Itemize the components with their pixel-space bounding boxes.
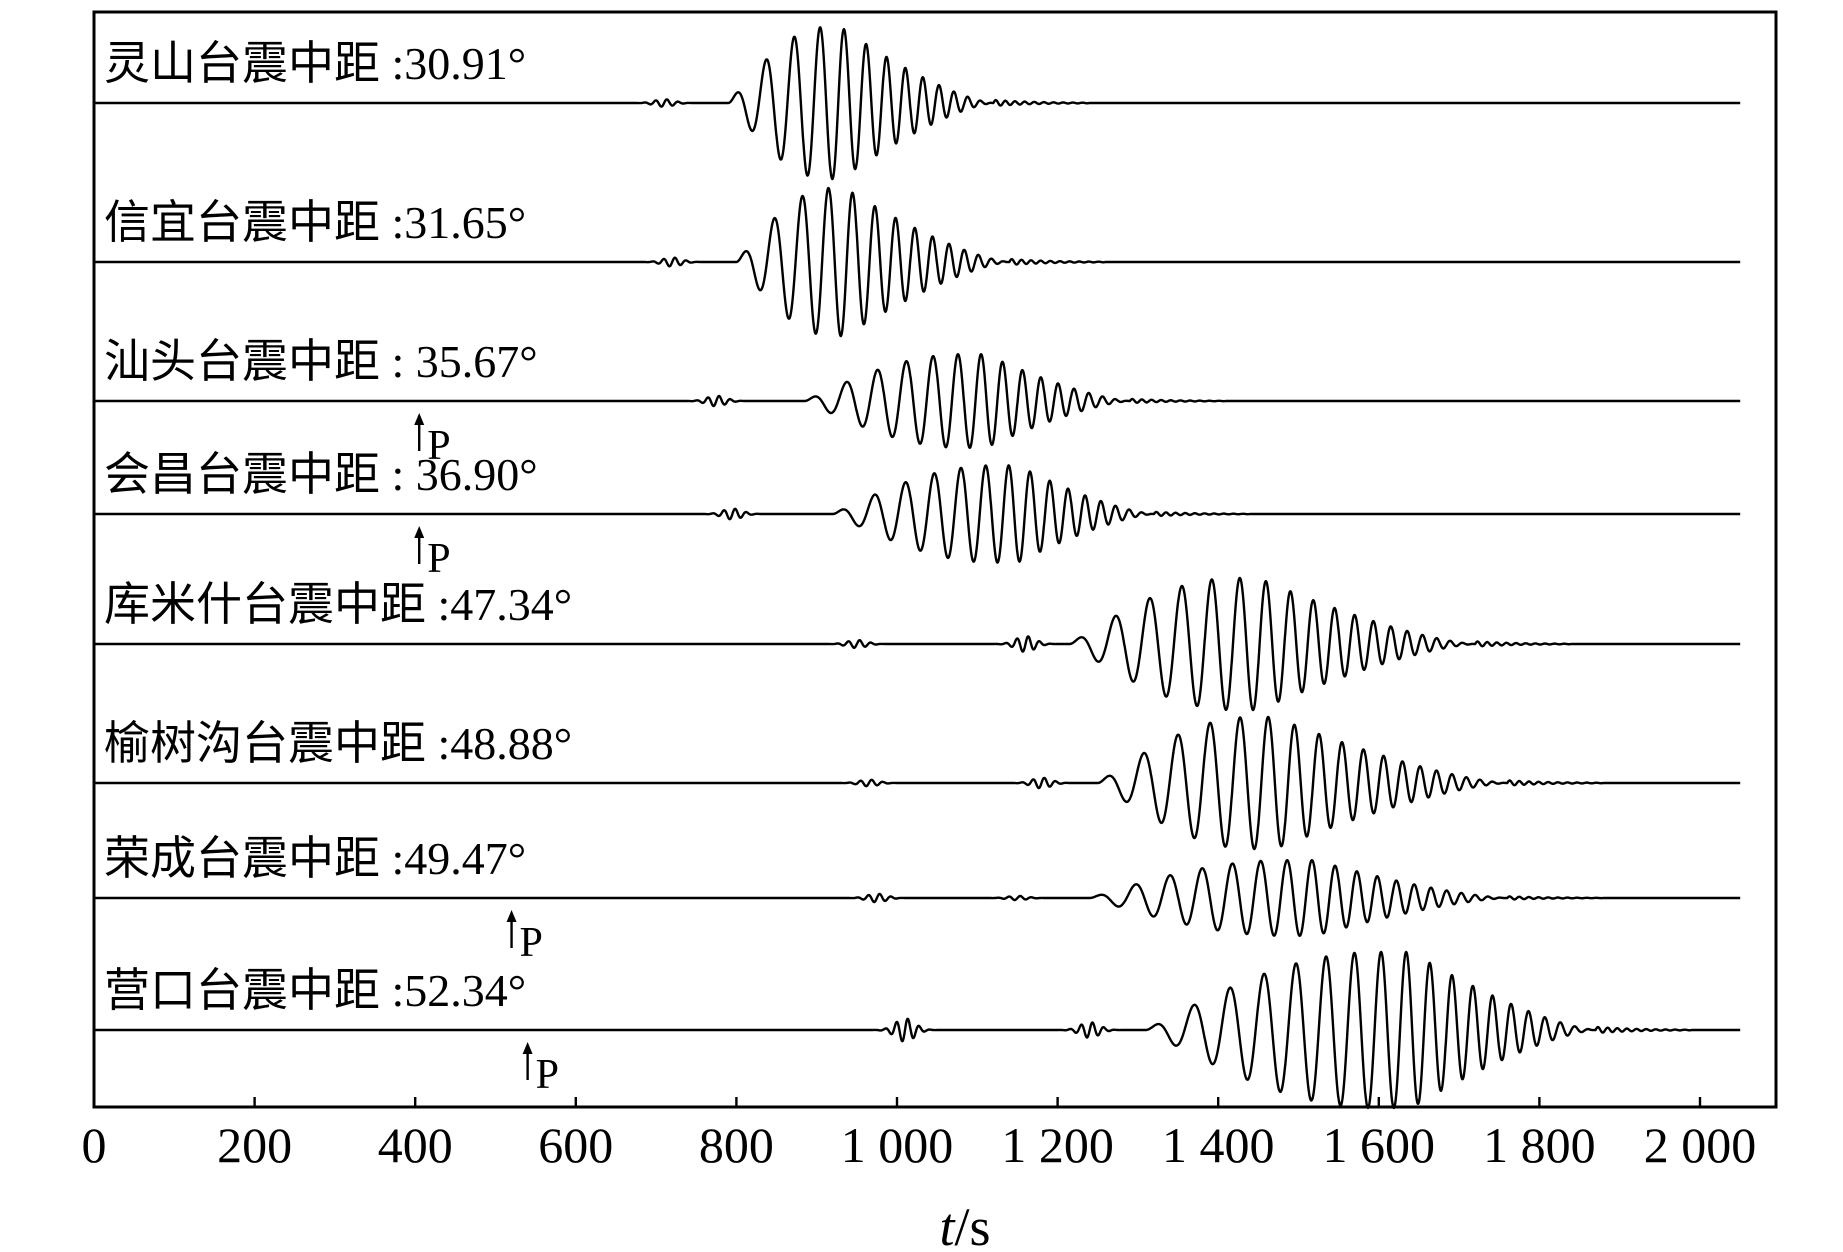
p-arrowhead-4 <box>414 526 425 538</box>
trace-label-2: 信宜台震中距 :31.65° <box>104 197 526 248</box>
x-tick-label-1800: 1 800 <box>1483 1117 1596 1173</box>
x-axis-variable: t <box>939 1197 956 1252</box>
x-tick-label-1600: 1 600 <box>1323 1117 1436 1173</box>
x-tick-label-2000: 2 000 <box>1644 1117 1757 1173</box>
x-axis-title: t/s <box>939 1197 990 1252</box>
plot-frame <box>92 10 1778 1109</box>
x-tick-label-400: 400 <box>378 1117 453 1173</box>
waveform-trace-3 <box>93 353 1741 449</box>
waveform-trace-4 <box>93 464 1741 564</box>
p-label-4: P <box>427 536 450 582</box>
x-tick-label-0: 0 <box>82 1117 107 1173</box>
x-tick-label-200: 200 <box>217 1117 292 1173</box>
waveform-trace-2 <box>93 186 1741 338</box>
waveform-trace-6 <box>93 715 1741 851</box>
waveform-trace-1 <box>93 26 1741 181</box>
x-tick-label-600: 600 <box>538 1117 613 1173</box>
waveform-trace-5 <box>93 576 1741 712</box>
x-tick-label-1200: 1 200 <box>1001 1117 1114 1173</box>
waveform-trace-8 <box>93 950 1741 1110</box>
p-arrowhead-3 <box>414 413 425 425</box>
trace-label-6: 榆树沟台震中距 :48.88° <box>104 718 572 769</box>
p-label-3: P <box>427 423 450 469</box>
p-label-8: P <box>536 1052 559 1098</box>
x-tick-label-800: 800 <box>699 1117 774 1173</box>
x-tick-label-1400: 1 400 <box>1162 1117 1275 1173</box>
trace-label-4: 会昌台震中距 : 36.90° <box>104 449 538 500</box>
p-label-7: P <box>520 920 543 966</box>
p-arrival-markers: P P P P <box>414 413 559 1098</box>
x-axis-unit: /s <box>954 1197 990 1252</box>
trace-label-3: 汕头台震中距 : 35.67° <box>104 336 538 387</box>
trace-label-5: 库米什台震中距 :47.34° <box>104 579 572 630</box>
p-arrowhead-8 <box>522 1042 533 1054</box>
trace-label-7: 荣成台震中距 :49.47° <box>104 833 526 884</box>
trace-label-8: 营口台震中距 :52.34° <box>104 965 526 1016</box>
x-tick-label-1000: 1 000 <box>841 1117 954 1173</box>
waveform-trace-7 <box>93 859 1741 937</box>
waveform-traces <box>93 26 1741 1110</box>
p-arrowhead-7 <box>506 910 517 922</box>
trace-label-1: 灵山台震中距 :30.91° <box>104 38 526 89</box>
x-axis: 0 200 400 600 800 1 000 1 200 1 400 1 600 1 800 2 … <box>82 1097 1757 1173</box>
trace-labels: 灵山台震中距 :30.91° 信宜台震中距 :31.65° 汕头台震中距 : 35.… <box>104 38 572 1016</box>
